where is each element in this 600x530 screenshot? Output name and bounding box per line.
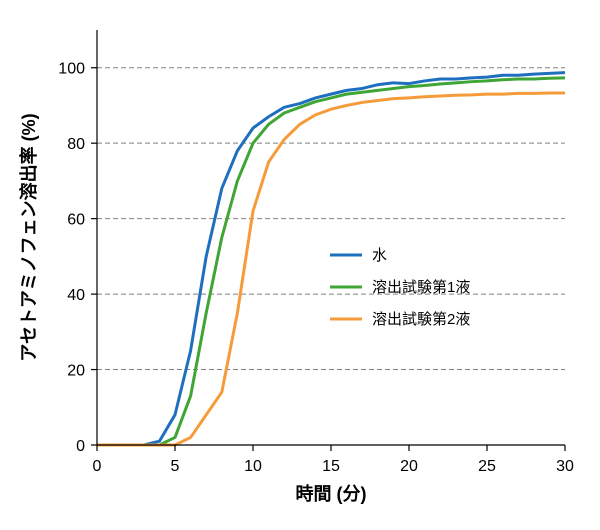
- y-tick-label: 80: [67, 136, 85, 153]
- dissolution-chart: 0 5 10 15 20 25 30 0 20 40 60 80 100 時間 (分) アセトアミノフェン溶…: [0, 0, 600, 530]
- y-axis-title: アセトアミノフェン溶出率 (%): [18, 113, 39, 361]
- x-tick-label: 25: [478, 458, 496, 475]
- legend-label: 溶出試験第1液: [372, 278, 470, 296]
- y-tick-label: 60: [67, 212, 85, 229]
- x-tick-label: 15: [322, 458, 340, 475]
- y-tick-label: 40: [67, 287, 85, 304]
- x-tick-label: 20: [400, 458, 418, 475]
- x-axis-title: 時間 (分): [296, 484, 367, 504]
- x-tick-label: 30: [556, 458, 574, 475]
- y-tick-label: 100: [58, 61, 85, 78]
- legend-label: 水: [372, 247, 387, 264]
- chart-svg: 0 5 10 15 20 25 30 0 20 40 60 80 100 時間 (分) アセトアミノフェン溶…: [0, 0, 600, 530]
- x-tick-label: 10: [244, 458, 262, 475]
- y-tick-label: 0: [76, 438, 85, 455]
- y-tick-label: 20: [67, 363, 85, 380]
- legend-label: 溶出試験第2液: [372, 310, 470, 328]
- x-tick-label: 0: [93, 458, 102, 475]
- x-tick-label: 5: [171, 458, 180, 475]
